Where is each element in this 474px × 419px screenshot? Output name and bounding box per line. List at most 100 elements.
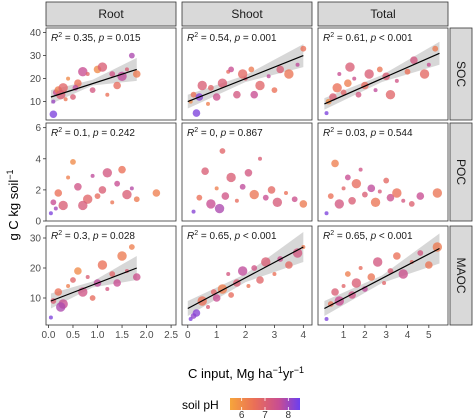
data-point [251, 265, 258, 271]
data-point [255, 80, 265, 91]
panel-border [181, 122, 313, 222]
regression-line [50, 267, 137, 302]
data-point [89, 295, 96, 301]
stats-annotation: R2 = 0.1, p = 0.242 [51, 127, 135, 139]
data-point [392, 188, 402, 198]
data-point [367, 273, 376, 281]
data-point [74, 182, 82, 191]
stats-annotation: R2 = 0.3, p = 0.028 [51, 230, 135, 242]
data-point [78, 67, 88, 77]
data-point [109, 71, 116, 77]
data-point [398, 269, 408, 279]
panel-poc-shoot: R2 = 0, p = 0.867 [181, 122, 313, 222]
data-point [207, 84, 214, 91]
stats-annotation: R2 = 0.65, p < 0.001 [323, 230, 413, 242]
data-point [50, 199, 57, 206]
x-tick-label: 0.5 [66, 330, 80, 341]
data-point [341, 284, 346, 288]
data-point [190, 91, 197, 98]
data-point [54, 189, 63, 197]
data-point [272, 197, 283, 208]
data-point [377, 189, 382, 194]
data-point [114, 180, 121, 187]
data-point [250, 90, 259, 99]
data-point [105, 287, 110, 291]
data-point [234, 198, 239, 203]
data-point [344, 79, 352, 87]
data-point [387, 268, 394, 274]
data-point [376, 66, 383, 73]
panel-border [181, 27, 313, 121]
data-point [386, 193, 395, 202]
y-tick-label: 2 [35, 185, 41, 196]
regression-line [324, 52, 440, 105]
data-point [117, 251, 127, 261]
panel-border [45, 122, 177, 222]
data-point [51, 99, 56, 104]
data-point [85, 72, 90, 76]
legend: soil pH 6 7 8 [182, 398, 300, 419]
panel-soc-total: R2 = 0.61, p < 0.001 [317, 27, 449, 121]
data-point [355, 91, 362, 98]
data-point [132, 70, 141, 78]
data-point [239, 183, 246, 190]
x-tick-label: 4 [405, 330, 411, 341]
data-point [324, 211, 329, 216]
data-point [373, 88, 378, 93]
data-point [345, 62, 355, 72]
strips-layer: Root Shoot Total SOC POC MAOC [45, 1, 473, 326]
legend-colorbar [230, 398, 300, 410]
panel-maoc-total: R2 = 0.65, p < 0.001 [317, 225, 449, 326]
data-point [344, 174, 351, 181]
stats-annotation: R2 = 0.61, p < 0.001 [323, 32, 413, 44]
data-point [351, 278, 362, 288]
column-strip-total: Total [317, 1, 449, 27]
data-point [331, 288, 339, 296]
data-point [48, 211, 53, 216]
legend-ticks: 6 7 8 [239, 398, 292, 419]
y-tick-label: 40 [30, 28, 42, 39]
data-point [382, 281, 387, 285]
data-point [90, 173, 95, 178]
legend-tick-label: 7 [262, 410, 268, 419]
column-strip-label: Shoot [231, 7, 263, 21]
data-point [74, 267, 82, 275]
panel-maoc-shoot: R2 = 0.65, p < 0.001 [181, 225, 313, 326]
data-point [97, 62, 108, 72]
panel-poc-root: R2 = 0.1, p = 0.242 [45, 122, 177, 222]
data-point [331, 159, 339, 168]
panel-border [181, 225, 313, 326]
data-point [133, 196, 140, 203]
data-point [197, 80, 207, 91]
data-point [105, 92, 110, 97]
data-point [219, 148, 226, 154]
data-point [246, 284, 251, 288]
data-point [410, 56, 418, 64]
data-point [206, 305, 210, 309]
data-point [284, 191, 288, 195]
data-point [261, 257, 271, 267]
data-point [432, 188, 443, 198]
data-point [49, 110, 58, 119]
data-point [432, 242, 443, 252]
data-point [70, 94, 76, 100]
data-point [244, 168, 253, 177]
stats-annotation: R2 = 0.35, p = 0.015 [51, 32, 141, 44]
legend-title: soil pH [182, 398, 219, 412]
data-point [196, 194, 203, 201]
data-point [340, 89, 347, 96]
x-tick-label: 1 [341, 330, 347, 341]
data-point [300, 45, 307, 52]
data-point [334, 199, 345, 209]
data-point [299, 200, 308, 208]
data-point [58, 200, 68, 211]
data-point [426, 62, 431, 67]
data-point [425, 261, 433, 269]
data-point [271, 87, 278, 93]
column-strip-root: Root [45, 1, 177, 27]
data-point [109, 271, 116, 277]
data-point [432, 45, 439, 52]
y-tick-label: 6 [35, 123, 41, 134]
panel-border [317, 122, 449, 222]
